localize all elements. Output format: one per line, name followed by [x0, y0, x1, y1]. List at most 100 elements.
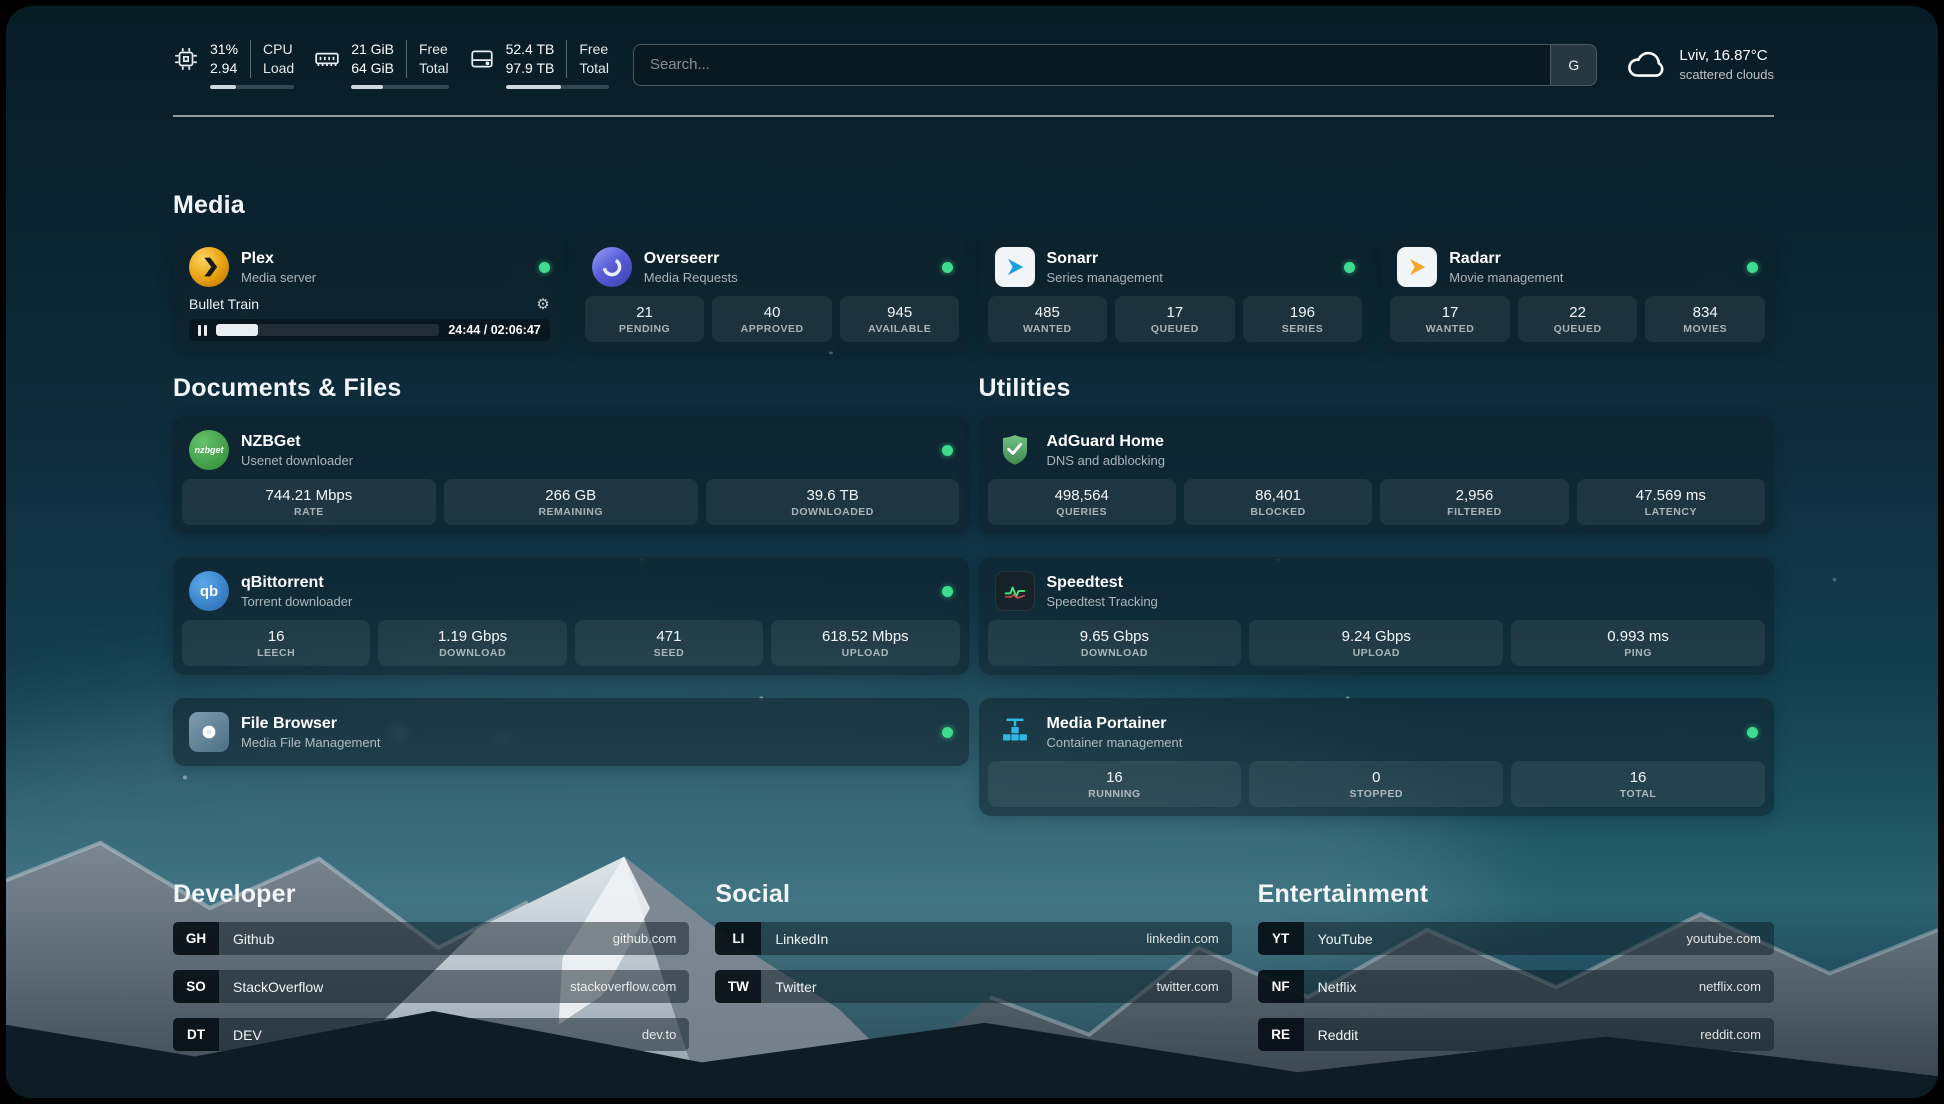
status-dot — [1747, 261, 1758, 273]
stat-box: 21 PENDING — [584, 296, 705, 342]
overseerr-icon — [591, 247, 632, 287]
stat-box: 17 WANTED — [1390, 296, 1510, 342]
bookmark-stackoverflow[interactable]: SO StackOverflow stackoverflow.com — [173, 970, 690, 1003]
system-metrics: 31% 2.94 CPU Load — [173, 40, 609, 89]
service-name: Media Portainer — [1046, 715, 1167, 732]
weather-location: Lviv, 16.87°C — [1679, 47, 1768, 64]
search-bar: G — [632, 43, 1598, 86]
overseerr-card[interactable]: Overseerr Media Requests 21 PENDING 40 APP… — [575, 233, 969, 352]
service-description: Series management — [1046, 270, 1163, 285]
bookmark-name: StackOverflow — [233, 978, 324, 995]
cpu-icon — [173, 46, 199, 72]
stat-box: 834 MOVIES — [1645, 296, 1765, 342]
status-dot — [941, 585, 953, 597]
service-description: Media Requests — [643, 270, 738, 285]
memory-progress-bar — [351, 85, 449, 89]
bookmark-name: Twitter — [775, 978, 817, 995]
playback-bar: 24:44 / 02:06:47 — [189, 319, 550, 341]
bookmark-linkedin[interactable]: LI LinkedIn linkedin.com — [715, 922, 1232, 955]
weather-widget: Lviv, 16.87°C scattered clouds — [1625, 44, 1774, 86]
disk-label-bottom: Total — [579, 60, 609, 76]
cpu-percent: 31% — [210, 41, 239, 57]
service-description: Media File Management — [241, 735, 381, 750]
sonarr-card[interactable]: Sonarr Series management 485 WANTED 17 QUE… — [978, 233, 1372, 352]
service-name: qBittorrent — [241, 574, 324, 591]
bookmark-group-title: Social — [715, 880, 791, 908]
stat-box: 744.21 Mbps RATE — [182, 479, 436, 525]
nzbget-icon: nzbget — [189, 430, 229, 470]
bookmark-name: Reddit — [1317, 1026, 1359, 1043]
service-description: DNS and adblocking — [1046, 453, 1166, 468]
header-divider — [173, 115, 1774, 117]
bookmark-url: linkedin.com — [1146, 931, 1219, 946]
gear-icon[interactable]: ⚙ — [536, 295, 550, 313]
bookmark-abbr: YT — [1257, 922, 1304, 955]
sonarr-icon — [994, 247, 1035, 287]
stat-box: 16 LEECH — [182, 620, 371, 666]
adguard-card[interactable]: AdGuard Home DNS and adblocking 498,564 Q… — [978, 416, 1774, 534]
stat-box: 0 STOPPED — [1249, 761, 1504, 807]
bookmark-twitter[interactable]: TW Twitter twitter.com — [715, 970, 1232, 1003]
cpu-metric: 31% 2.94 CPU Load — [173, 40, 295, 89]
bookmark-github[interactable]: GH Github github.com — [173, 922, 690, 955]
qbittorrent-card[interactable]: qb qBittorrent Torrent downloader 16 LEEC… — [173, 557, 969, 675]
disk-icon — [469, 46, 495, 72]
bookmark-youtube[interactable]: YT YouTube youtube.com — [1257, 922, 1774, 955]
status-dot — [941, 726, 953, 738]
memory-label-top: Free — [419, 41, 448, 57]
bookmark-abbr: DT — [173, 1018, 219, 1051]
bookmark-url: youtube.com — [1686, 931, 1761, 946]
memory-icon — [314, 46, 340, 72]
bookmark-url: stackoverflow.com — [570, 979, 677, 994]
bookmark-reddit[interactable]: RE Reddit reddit.com — [1257, 1018, 1774, 1051]
stat-box: 1.19 Gbps DOWNLOAD — [378, 620, 567, 666]
bookmark-dev[interactable]: DT DEV dev.to — [173, 1018, 690, 1051]
pause-icon[interactable] — [198, 324, 207, 336]
stat-box: 266 GB REMAINING — [443, 479, 698, 525]
status-dot — [1747, 726, 1758, 738]
bookmark-name: Netflix — [1317, 978, 1357, 995]
disk-metric: 52.4 TB 97.9 TB Free Total — [469, 40, 609, 89]
speedtest-card[interactable]: Speedtest Speedtest Tracking 9.65 Gbps DO… — [978, 557, 1774, 675]
top-bar: 31% 2.94 CPU Load — [173, 6, 1774, 89]
plex-icon — [189, 247, 229, 287]
radarr-card[interactable]: Radarr Movie management 17 WANTED 22 QUEUE… — [1381, 233, 1774, 352]
service-description: Usenet downloader — [241, 453, 354, 468]
disk-free: 52.4 TB — [505, 41, 555, 57]
bookmark-name: YouTube — [1317, 930, 1373, 947]
service-name: Radarr — [1449, 250, 1501, 267]
section-media: Media Plex Media server — [173, 191, 1774, 352]
bookmark-name: DEV — [233, 1026, 262, 1043]
radarr-icon — [1397, 247, 1438, 287]
section-title-media: Media — [173, 191, 245, 219]
stat-box: 39.6 TB DOWNLOADED — [705, 479, 960, 525]
memory-free: 21 GiB — [351, 41, 394, 57]
stat-box: 196 SERIES — [1242, 296, 1363, 342]
bookmark-group-developer: Developer GH Github github.com SO StackO… — [173, 880, 690, 1066]
search-provider-button[interactable]: G — [1550, 44, 1597, 85]
service-description: Movie management — [1449, 270, 1564, 285]
stat-box: 0.993 ms PING — [1511, 620, 1765, 666]
bookmark-netflix[interactable]: NF Netflix netflix.com — [1257, 970, 1774, 1003]
plex-card[interactable]: Plex Media server Bullet Train ⚙ — [173, 233, 566, 352]
service-name: Speedtest — [1046, 574, 1123, 591]
cpu-load: 2.94 — [210, 60, 238, 76]
stat-box: 2,956 FILTERED — [1380, 479, 1569, 525]
nzbget-card[interactable]: nzbget NZBGet Usenet downloader 744.21 M… — [173, 416, 969, 534]
cpu-progress-bar — [210, 85, 295, 89]
disk-total: 97.9 TB — [505, 60, 555, 76]
search-input[interactable] — [633, 44, 1551, 85]
stat-box: 945 AVAILABLE — [839, 296, 960, 342]
playback-time: 24:44 / 02:06:47 — [448, 323, 541, 337]
bookmark-name: Github — [233, 930, 275, 947]
service-name: NZBGet — [241, 433, 301, 450]
portainer-card[interactable]: Media Portainer Container management 16 R… — [978, 698, 1774, 816]
service-description: Speedtest Tracking — [1046, 594, 1158, 609]
stat-box: 498,564 QUERIES — [987, 479, 1176, 525]
portainer-icon — [995, 712, 1035, 752]
filebrowser-icon — [189, 712, 229, 752]
cpu-label-bottom: Load — [263, 60, 295, 76]
filebrowser-card[interactable]: File Browser Media File Management — [173, 698, 969, 766]
memory-metric: 21 GiB 64 GiB Free Total — [314, 40, 449, 89]
